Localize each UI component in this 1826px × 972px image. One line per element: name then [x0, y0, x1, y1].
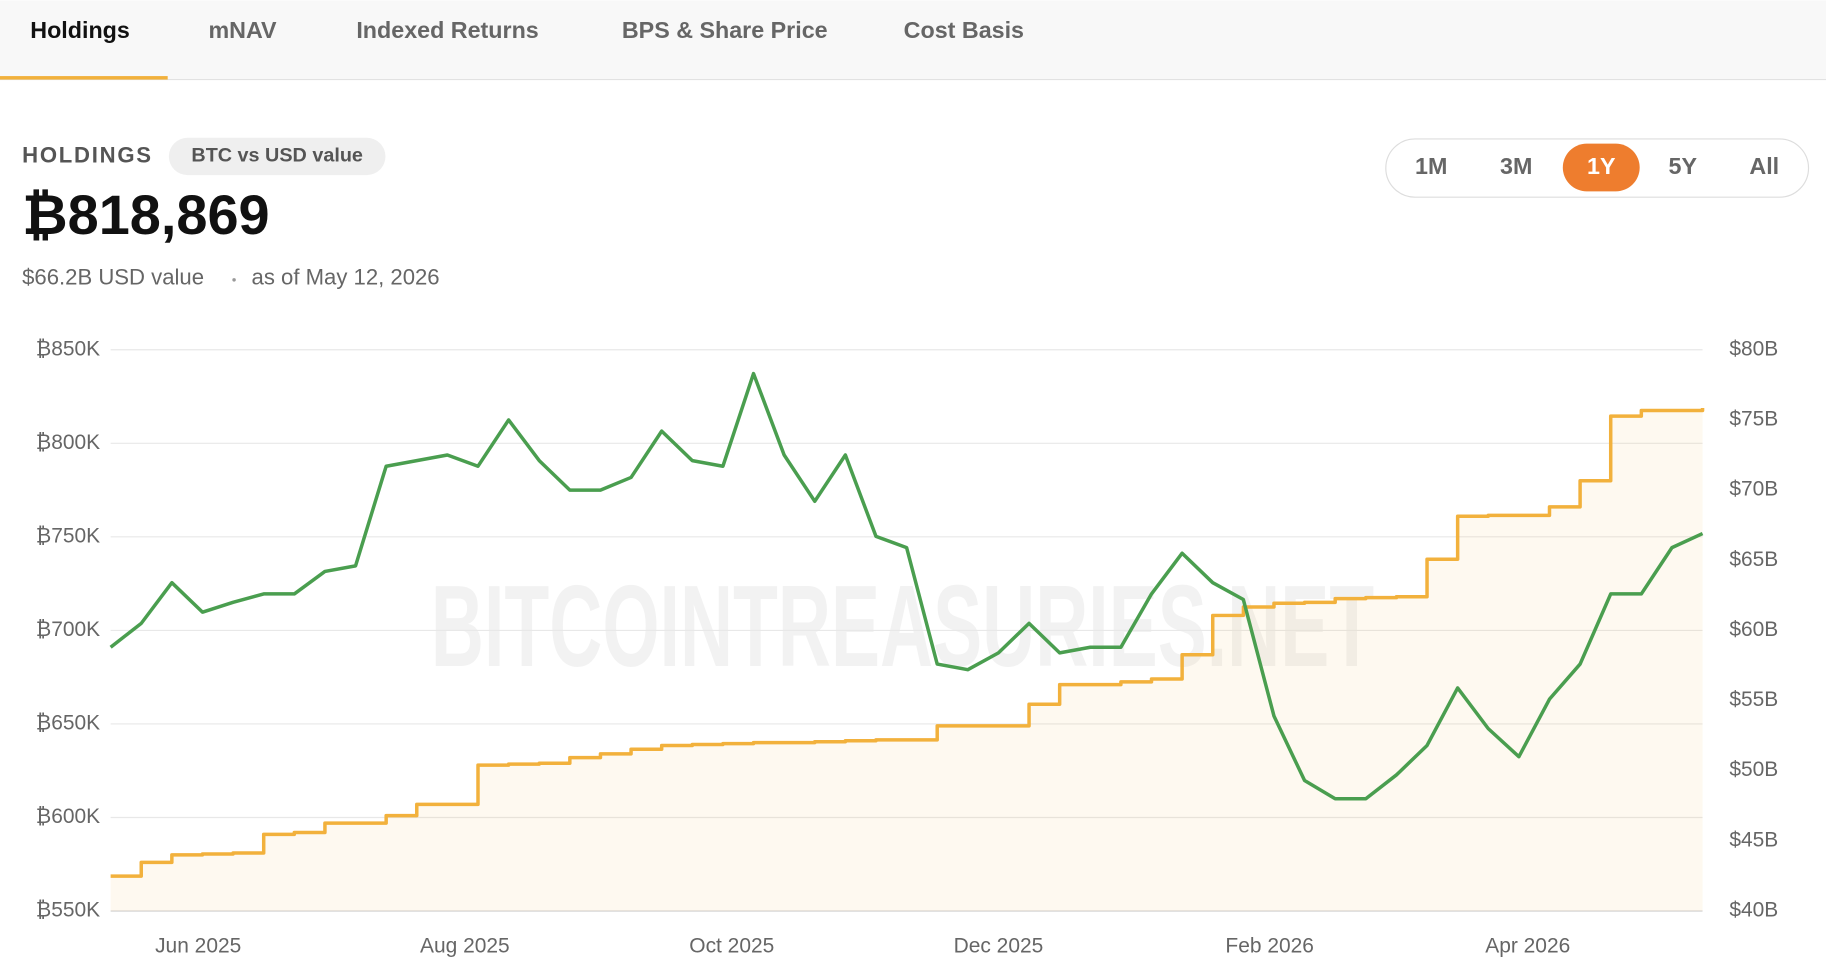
tab[interactable]: BPS & Share Price [622, 17, 828, 43]
y2-tick-label: $75B [1729, 407, 1778, 430]
tab-underline [0, 76, 168, 80]
line [109, 371, 1704, 801]
x-tick-label: Dec 2025 [954, 935, 1044, 958]
range-button[interactable]: 1Y [1587, 153, 1616, 179]
section-label: HOLDINGS [22, 142, 153, 167]
x-tick-label: Feb 2026 [1225, 935, 1314, 958]
tab[interactable]: Cost Basis [904, 17, 1024, 43]
headline-value: ₿818,869 [22, 183, 270, 246]
y2-tick-label: $55B [1729, 688, 1778, 711]
range-button[interactable]: 3M [1500, 153, 1532, 179]
x-tick-label: Jun 2025 [155, 935, 241, 958]
y2-tick-label: $60B [1729, 618, 1778, 641]
area [110, 407, 1703, 912]
y-tick-label: ₿550K [36, 899, 100, 922]
range-active-bg [1562, 143, 1640, 192]
y-tick-label: ₿750K [36, 524, 100, 547]
range-button[interactable]: 5Y [1669, 153, 1698, 179]
watermark: BITCOINTREASURIES.NET [431, 561, 1374, 691]
tab[interactable]: Indexed Returns [356, 17, 538, 43]
y-tick-label: ₿700K [36, 618, 100, 641]
range-button[interactable]: 1M [1415, 153, 1447, 179]
y2-tick-label: $65B [1729, 548, 1778, 571]
tab-bar [0, 0, 1826, 80]
badge-bg [168, 137, 386, 176]
x-tick-label: Oct 2025 [689, 935, 774, 958]
badge: BTC vs USD value [191, 145, 363, 167]
y2-tick-label: $70B [1729, 478, 1778, 501]
as-of: as of May 12, 2026 [252, 265, 440, 290]
x-tick-label: Apr 2026 [1485, 935, 1570, 958]
tab[interactable]: mNAV [208, 17, 277, 43]
range-buttons: 1M 3M 1Y 5Y All [1415, 143, 1779, 192]
separator-dot [232, 278, 236, 282]
y-tick-label: ₿600K [36, 805, 100, 828]
plot: ₿550K ₿600K ₿650K ₿700K ₿750K ₿800K ₿850K $40B $… [36, 337, 1779, 957]
y2-tick-label: $50B [1729, 758, 1778, 781]
tab[interactable]: Holdings [30, 17, 130, 43]
usd-value: $66.2B USD value [22, 265, 204, 290]
x-tick-label: Aug 2025 [420, 935, 510, 958]
line [110, 407, 1705, 878]
y-tick-label: ₿800K [36, 431, 100, 454]
range-button[interactable]: All [1749, 153, 1779, 179]
y-tick-label: ₿650K [36, 711, 100, 734]
y-tick-label: ₿850K [36, 337, 100, 360]
tabs: Holdings mNAV Indexed Returns BPS & Share P… [30, 17, 1024, 43]
y2-tick-label: $80B [1729, 337, 1778, 360]
y2-tick-label: $40B [1729, 899, 1778, 922]
y2-tick-label: $45B [1729, 828, 1778, 851]
